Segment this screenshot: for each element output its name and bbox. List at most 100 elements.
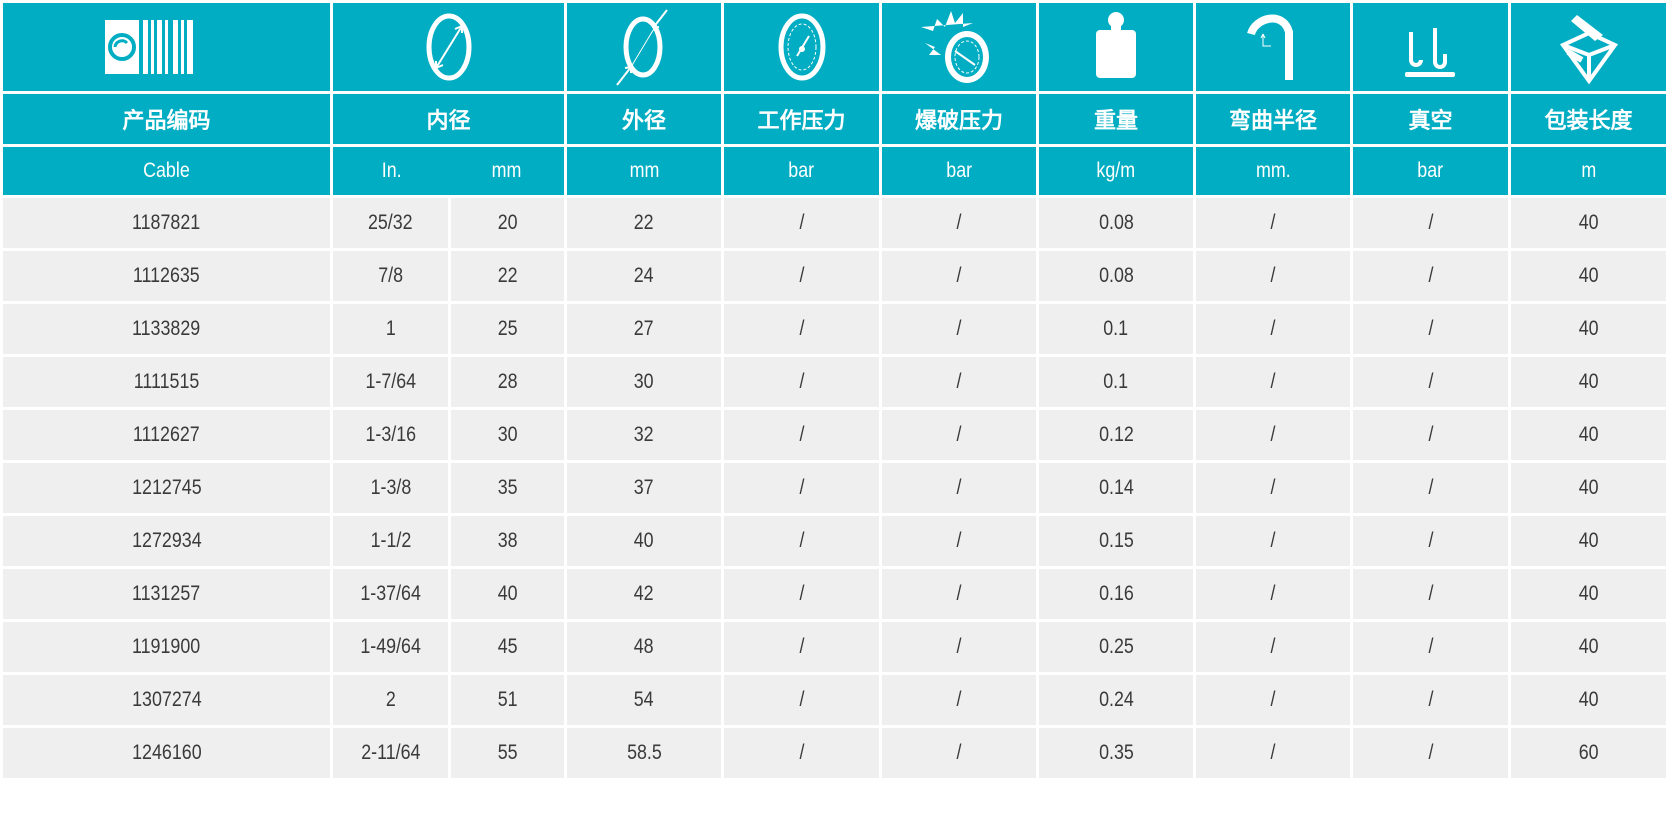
table-cell: /: [1350, 619, 1511, 675]
table-cell: 27: [564, 301, 724, 357]
cell-value: /: [799, 635, 804, 658]
table-cell: 32: [564, 407, 724, 463]
table-cell: /: [1193, 354, 1353, 410]
cell-value: 1-1/2: [370, 529, 411, 552]
cell-value: 40: [1578, 317, 1599, 340]
table-cell: 40: [1508, 248, 1666, 304]
table-cell: /: [721, 460, 882, 516]
cell-value: 60: [1578, 741, 1599, 764]
cell-value: /: [956, 529, 962, 552]
table-cell: /: [879, 354, 1039, 410]
table-cell: /: [721, 619, 882, 675]
table-cell: /: [1193, 566, 1353, 622]
table-cell: 0.24: [1036, 672, 1196, 728]
burst-pressure-icon: [879, 0, 1039, 94]
table-cell: 1212745: [0, 460, 333, 516]
table-cell: 40: [1508, 301, 1666, 357]
table-row: 1212745 1-3/8 35 37 / / 0.14 / / 40: [0, 460, 1666, 516]
table-cell: 0.15: [1036, 513, 1196, 569]
unit-label: bar: [788, 159, 815, 182]
table-cell: 0.08: [1036, 195, 1196, 251]
cell-value: 1: [385, 317, 396, 340]
cell-value: /: [1270, 529, 1276, 552]
table-cell: /: [1350, 407, 1511, 463]
cell-value: 40: [1578, 423, 1599, 446]
cell-value: 1272934: [131, 529, 202, 552]
cell-value: /: [1428, 264, 1433, 287]
cell-value: 25: [497, 317, 518, 340]
table-cell: 40: [1508, 195, 1666, 251]
table-row: 1131257 1-37/64 40 42 / / 0.16 / / 40: [0, 566, 1666, 622]
table-row: 1112627 1-3/16 30 32 / / 0.12 / / 40: [0, 407, 1666, 463]
cell-value: 54: [634, 688, 654, 711]
header-row: 产品编码 内径 外径 工作压力 爆破压力 重量 弯曲半径 真空 包装长度: [0, 91, 1666, 147]
cell-value: 1-3/16: [365, 423, 416, 446]
table-cell: 0.25: [1036, 619, 1196, 675]
cell-value: 30: [634, 370, 654, 393]
header-working-pressure: 工作压力: [721, 91, 882, 147]
cell-value: 30: [497, 423, 518, 446]
cell-value: 40: [1578, 211, 1599, 234]
cell-value: 1187821: [132, 211, 201, 234]
cell-value: /: [1270, 423, 1276, 446]
table-row: 1272934 1-1/2 38 40 / / 0.15 / / 40: [0, 513, 1666, 569]
vacuum-icon: [1350, 0, 1511, 94]
weight-icon: [1036, 0, 1196, 94]
pressure-gauge-icon: [721, 0, 882, 94]
cell-value: 0.1: [1103, 370, 1129, 393]
table-cell: 1-3/8: [330, 460, 451, 516]
cell-value: 51: [497, 688, 518, 711]
cell-value: 0.25: [1098, 635, 1134, 658]
barcode-icon: [0, 0, 333, 94]
cell-value: /: [799, 688, 804, 711]
table-cell: /: [879, 195, 1039, 251]
cell-value: /: [956, 582, 962, 605]
cell-value: /: [1428, 476, 1433, 499]
cell-value: 40: [634, 529, 654, 552]
table-cell: /: [1350, 672, 1511, 728]
cell-value: 0.14: [1098, 476, 1134, 499]
cell-value: /: [956, 688, 962, 711]
header-vacuum: 真空: [1350, 91, 1511, 147]
cell-value: /: [799, 211, 804, 234]
table-cell: 58.5: [564, 725, 724, 781]
cell-value: /: [1428, 688, 1433, 711]
table-cell: /: [1350, 195, 1511, 251]
table-row: 1191900 1-49/64 45 48 / / 0.25 / / 40: [0, 619, 1666, 675]
cell-value: 2-11/64: [360, 741, 421, 764]
outer-diameter-icon: [564, 0, 724, 94]
cell-value: 37: [634, 476, 654, 499]
table-cell: /: [1193, 513, 1353, 569]
table-cell: 38: [448, 513, 567, 569]
unit-label: kg/m: [1096, 159, 1136, 182]
unit-label: bar: [946, 159, 972, 182]
table-cell: 40: [1508, 407, 1666, 463]
table-cell: /: [721, 566, 882, 622]
cell-value: 0.15: [1098, 529, 1134, 552]
cell-value: 1111515: [133, 370, 200, 393]
unit-cell: bar: [879, 144, 1039, 198]
unit-cell: bar: [721, 144, 882, 198]
table-cell: 0.1: [1036, 301, 1196, 357]
cell-value: 1191900: [132, 635, 201, 658]
table-cell: 1-3/16: [330, 407, 451, 463]
table-cell: 22: [564, 195, 724, 251]
table-cell: /: [721, 672, 882, 728]
table-cell: 40: [1508, 619, 1666, 675]
cell-value: /: [1428, 317, 1433, 340]
cell-value: 40: [1578, 635, 1599, 658]
table-cell: /: [1193, 248, 1353, 304]
table-cell: 7/8: [330, 248, 451, 304]
cell-value: 40: [1578, 370, 1599, 393]
unit-cell: bar: [1350, 144, 1511, 198]
product-spec-table: 产品编码 内径 外径 工作压力 爆破压力 重量 弯曲半径 真空 包装长度 Cab…: [0, 0, 1666, 781]
cell-value: /: [1270, 370, 1276, 393]
table-cell: 60: [1508, 725, 1666, 781]
cell-value: 28: [497, 370, 518, 393]
bend-radius-icon: [1193, 0, 1353, 94]
cell-value: 40: [497, 582, 518, 605]
cell-value: /: [799, 264, 804, 287]
cell-value: 22: [497, 264, 518, 287]
table-cell: /: [1193, 725, 1353, 781]
table-cell: 51: [448, 672, 567, 728]
